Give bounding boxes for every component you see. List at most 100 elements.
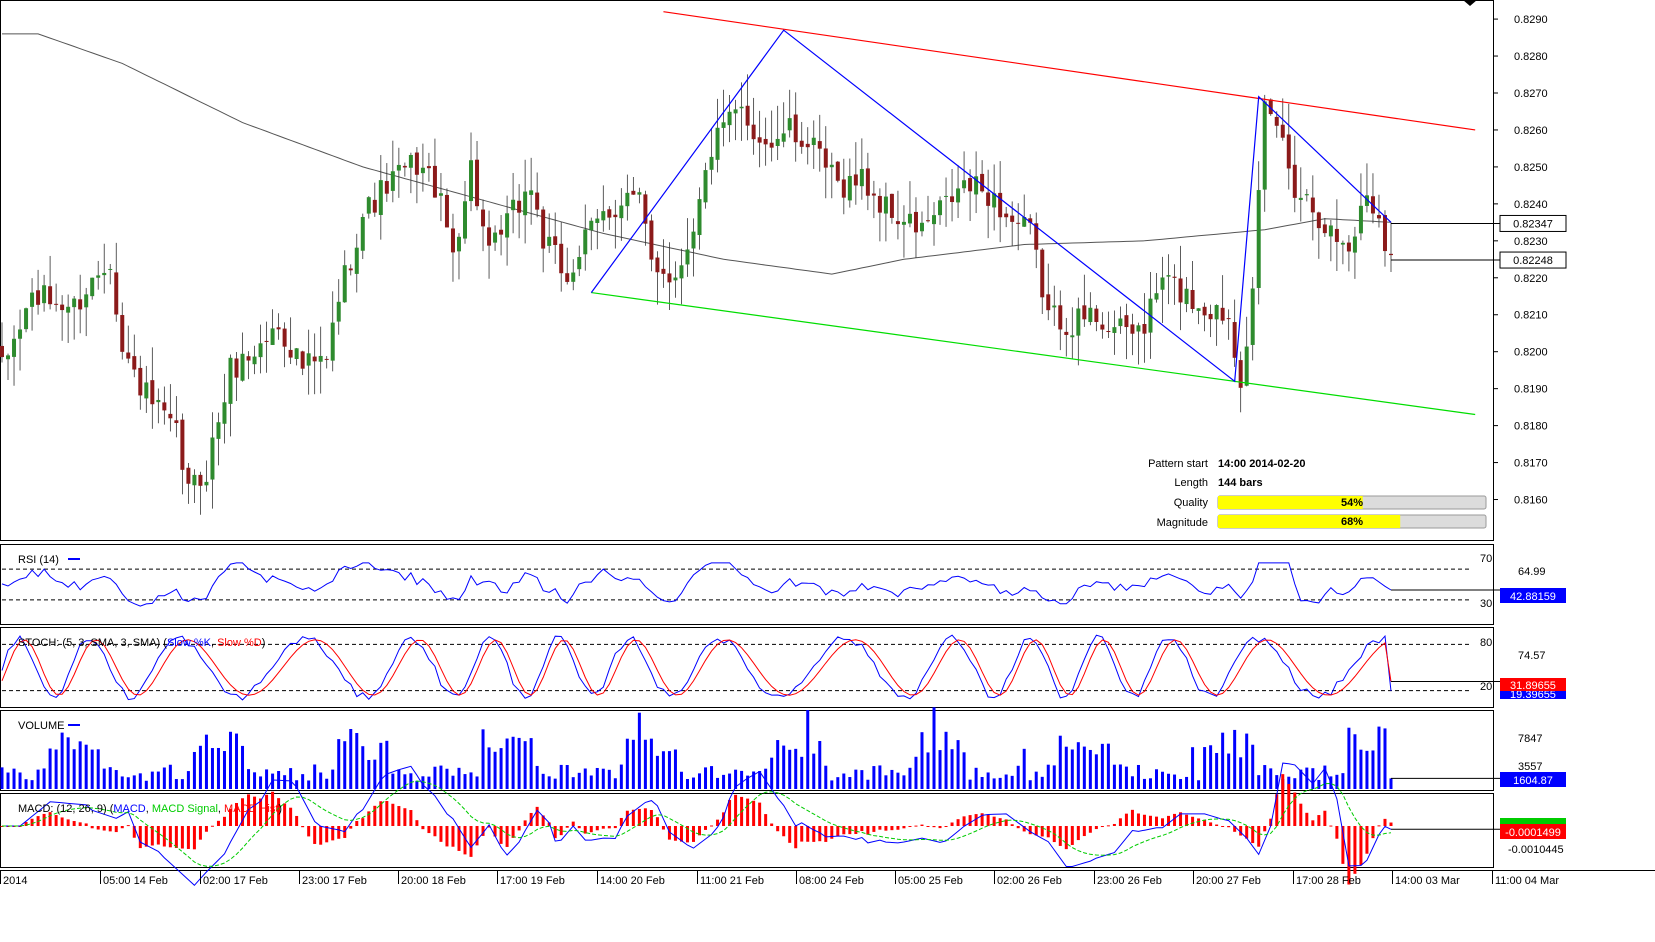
macd-hist-bar [1058,826,1062,846]
volume-bar [1209,745,1213,789]
magnitude-label: Magnitude [1157,517,1208,529]
candle-body [12,338,17,357]
candle-body [956,188,961,203]
candle-body [980,173,985,192]
macd-hist-bar [241,798,245,826]
candle-body [240,353,245,381]
volume-bar [451,775,455,789]
volume-bar [1371,750,1375,789]
macd-hist-bar [493,826,497,837]
candle-body [505,213,510,238]
candle-body [1106,330,1111,333]
macd-hist-bar [451,826,455,847]
volume-bar [1221,732,1225,789]
volume-bar [860,770,864,789]
candle-body [132,356,137,370]
macd-hist-bar [1389,822,1393,826]
candle-body [378,180,383,215]
volume-bar [204,734,208,789]
volume-bar [162,767,166,789]
candle-body [120,315,125,352]
candle-body [535,192,540,210]
candle-body [1154,293,1159,300]
length-value: 144 bars [1218,477,1263,489]
candle-body [715,127,720,160]
candle-body [1262,101,1267,190]
candle-body [438,193,443,196]
volume-bar [1263,765,1267,789]
candle-body [1142,323,1147,334]
macd-hist-bar [186,826,190,849]
volume-bar [830,780,834,789]
candle-body [312,356,317,362]
candle-body [847,175,852,201]
macd-hist-bar [421,826,425,830]
volume-bar [1191,747,1195,789]
candle-body [901,221,906,225]
macd-layer [0,762,1500,887]
volume-bar [1088,749,1092,789]
candle-body [366,197,371,214]
candle-body [1034,223,1039,250]
candle-body [1364,195,1369,206]
price-tick-label: 0.8170 [1514,458,1548,470]
macd-hist-bar [1167,815,1171,826]
volume-bar [631,739,635,789]
macd-hist-bar [499,826,503,844]
volume-bar [1299,769,1303,789]
candle-body [487,227,492,246]
volume-bar [198,745,202,789]
macd-hist-bar [992,816,996,826]
volume-bar [84,744,88,789]
volume-bar [854,769,858,789]
candle-body [258,343,263,358]
volume-bar [78,741,82,789]
candle-body [1052,305,1057,308]
volume-bar [222,751,226,789]
volume-bar [920,732,924,789]
volume-bar [283,775,287,789]
volume-title: VOLUME [18,720,64,732]
time-tick-label: 23:00 26 Feb [1097,875,1162,887]
macd-hist-bar [661,826,665,830]
volume-bar [1323,765,1327,789]
macd-hist-bar [114,826,118,833]
macd-hist-bar [866,826,870,835]
candle-body [396,164,401,171]
time-tick-label: 02:00 26 Feb [997,875,1062,887]
volume-bar [90,749,94,789]
macd-hist-bar [1136,813,1140,826]
volume-bar [1335,774,1339,789]
price-tick-label: 0.8260 [1514,125,1548,137]
macd-hist-bar [559,826,563,836]
macd-hist-bar [54,815,58,826]
macd-hist-bar [710,825,714,827]
candle-body [673,277,678,281]
macd-hist-bar [216,820,220,826]
volume-bar [571,777,575,789]
volume-bar [319,772,323,789]
candle-body [727,111,732,126]
macd-hist-bar [728,799,732,826]
candle-body [625,192,630,207]
price-axis: 0.8290 0.8280 0.8270 0.8260 0.8250 0.8240 0.82… [1493,14,1548,507]
candle-body [210,437,215,480]
macd-hist-bar [577,826,581,829]
price-tick-label: 0.8250 [1514,162,1548,174]
volume-bar [180,779,184,789]
volume-bar [661,751,665,789]
macd-hist-bar [1239,826,1243,836]
macd-hist-bar [734,794,738,826]
candle-body [144,382,149,399]
volume-bar [974,767,978,789]
volume-bar [421,776,425,789]
volume-bar [60,732,64,789]
scroll-marker-icon[interactable] [1463,0,1477,6]
candle-body [1202,306,1207,316]
volume-bar [1082,746,1086,789]
macd-hist-bar [926,826,930,827]
volume-bar [836,777,840,789]
candle-body [1070,335,1075,338]
volume-bar [1347,727,1351,789]
